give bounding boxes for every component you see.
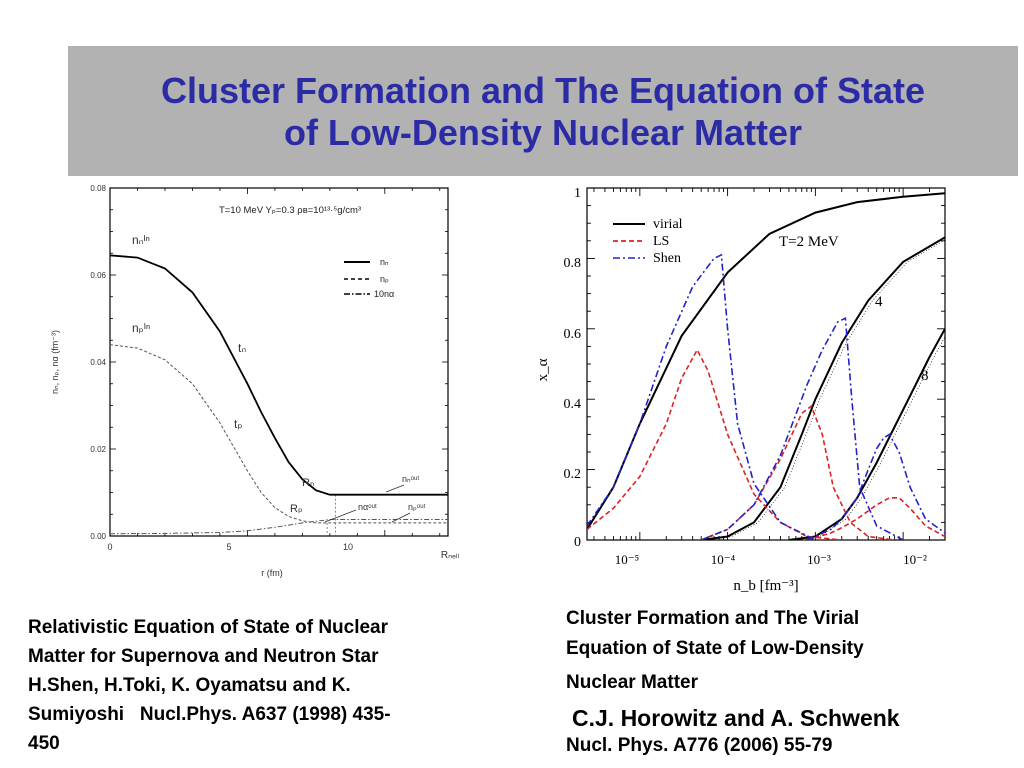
- y-tick-label: 0.04: [90, 358, 106, 367]
- legend: virial LS Shen: [613, 217, 683, 266]
- series-line-7: [700, 316, 904, 540]
- annotation-nn-in: nₙᴵⁿ: [132, 233, 150, 247]
- y-tick-label: 0.06: [90, 271, 106, 280]
- legend-label: nₙ: [380, 257, 389, 267]
- y-tick-label: 0.00: [90, 532, 106, 541]
- annotation-tp: tₚ: [234, 417, 242, 431]
- x-axis-label: r (fm): [261, 568, 283, 578]
- annotation-rp: Rₚ: [290, 503, 303, 515]
- annotation-arrow: [324, 509, 357, 523]
- citation-line: Sumiyoshi Nucl.Phys. A637 (1998) 435-: [28, 704, 391, 725]
- series-companion-1: [705, 239, 945, 540]
- citation-line: Nuclear Matter: [566, 672, 698, 693]
- citation-line: Cluster Formation and The Virial: [566, 608, 860, 629]
- series-line-2: [788, 328, 945, 540]
- annotation-curve-8: 8: [921, 368, 929, 384]
- y-tick-label: 0.8: [564, 256, 582, 271]
- x-axis-label: n_b [fm⁻³]: [733, 578, 798, 594]
- annotation-temperature: T=2 MeV: [779, 234, 839, 250]
- citation-reference: Nucl. Phys. A776 (2006) 55-79: [566, 735, 833, 756]
- citation-line: Equation of State of Low-Density: [566, 638, 864, 659]
- y-tick-label: 0: [574, 535, 581, 550]
- slide-title-line2: of Low-Density Nuclear Matter: [283, 112, 803, 153]
- annotation-tn: tₙ: [238, 341, 246, 355]
- x-tick-label: 10: [343, 542, 353, 552]
- y-tick-label: 1: [574, 186, 581, 201]
- series-line-6: [587, 253, 816, 540]
- legend: nₙ nₚ 10nα: [344, 257, 394, 299]
- plot-frame: [109, 187, 449, 537]
- y-axis-label: x_α: [535, 358, 551, 381]
- annotation-arrow: [385, 484, 405, 493]
- x-tick-label: 0: [107, 542, 112, 552]
- series-line-0: [109, 254, 448, 496]
- x-tick-label: Rₙₑₗₗ: [441, 550, 460, 561]
- y-tick-label: 0.02: [90, 445, 106, 454]
- title-banner: Cluster Formation and The Equation of St…: [68, 46, 1018, 176]
- axis-ticks: [587, 187, 946, 541]
- series-line-3: [587, 348, 842, 540]
- y-tick-label: 0.6: [564, 327, 582, 342]
- annotation-curve-4: 4: [875, 294, 883, 310]
- x-tick-label: 10⁻⁴: [711, 552, 736, 567]
- series-clip: [587, 192, 945, 540]
- citation-line: Matter for Supernova and Neutron Star: [28, 646, 379, 667]
- density-profile-chart: 0.08 0.06 0.04 0.02 0.00 0 5 10 Rₙₑₗₗ r …: [50, 184, 460, 578]
- annotation-arrow: [391, 512, 411, 523]
- series-line-1: [701, 236, 945, 540]
- x-tick-label: 10⁻³: [807, 552, 831, 567]
- left-chart-citation: Relativistic Equation of State of Nuclea…: [28, 613, 528, 758]
- citation-line: Relativistic Equation of State of Nuclea…: [28, 617, 389, 638]
- annotation-np-out: nₚᵒᵘᵗ: [408, 502, 426, 512]
- annotation-np-in: nₚᴵⁿ: [132, 321, 150, 335]
- series-group: [109, 254, 448, 535]
- alpha-fraction-chart: 1 0.8 0.6 0.4 0.2 0 10⁻⁵ 10⁻⁴ 10⁻³ 10⁻² …: [535, 186, 946, 594]
- series-group: [587, 192, 945, 540]
- series-line-1: [109, 344, 448, 524]
- annotation-na-out: nαᵒᵘᵗ: [358, 502, 377, 512]
- citation-line: H.Shen, H.Toki, K. Oyamatsu and K.: [28, 675, 351, 696]
- legend-label: 10nα: [374, 289, 394, 299]
- citation-line: 450: [28, 733, 60, 754]
- legend-label: LS: [653, 234, 669, 249]
- slide-title: Cluster Formation and The Equation of St…: [68, 70, 1018, 154]
- x-tick-label: 5: [226, 542, 231, 552]
- y-tick-label: 0.4: [564, 397, 582, 412]
- y-tick-label: 0.2: [564, 467, 582, 482]
- citation-authors: C.J. Horowitz and A. Schwenk: [572, 705, 900, 731]
- chart-header: T=10 MeV Yₚ=0.3 ρʙ=10¹³·⁵g/cm³: [219, 205, 361, 216]
- legend-label: virial: [653, 217, 683, 232]
- series-line-2: [109, 519, 448, 535]
- axis-ticks: [109, 187, 448, 537]
- legend-label: Shen: [653, 251, 681, 266]
- annotation-rn: Rₙ: [302, 477, 314, 489]
- slide-title-line1: Cluster Formation and The Equation of St…: [160, 70, 926, 111]
- x-tick-label: 10⁻²: [903, 552, 927, 567]
- x-tick-label: 10⁻⁵: [615, 552, 639, 567]
- right-chart-citation: Cluster Formation and The Virial Equatio…: [566, 604, 1016, 758]
- y-tick-label: 0.08: [90, 184, 106, 193]
- y-axis-label: nₙ, nₚ, nα (fm⁻³): [50, 330, 60, 394]
- series-line-5: [806, 496, 945, 540]
- series-line-8: [806, 433, 945, 540]
- series-line-4: [700, 404, 895, 540]
- annotation-nn-out: nₙᵒᵘᵗ: [402, 474, 419, 484]
- series-line-0: [587, 192, 945, 530]
- legend-label: nₚ: [380, 274, 389, 284]
